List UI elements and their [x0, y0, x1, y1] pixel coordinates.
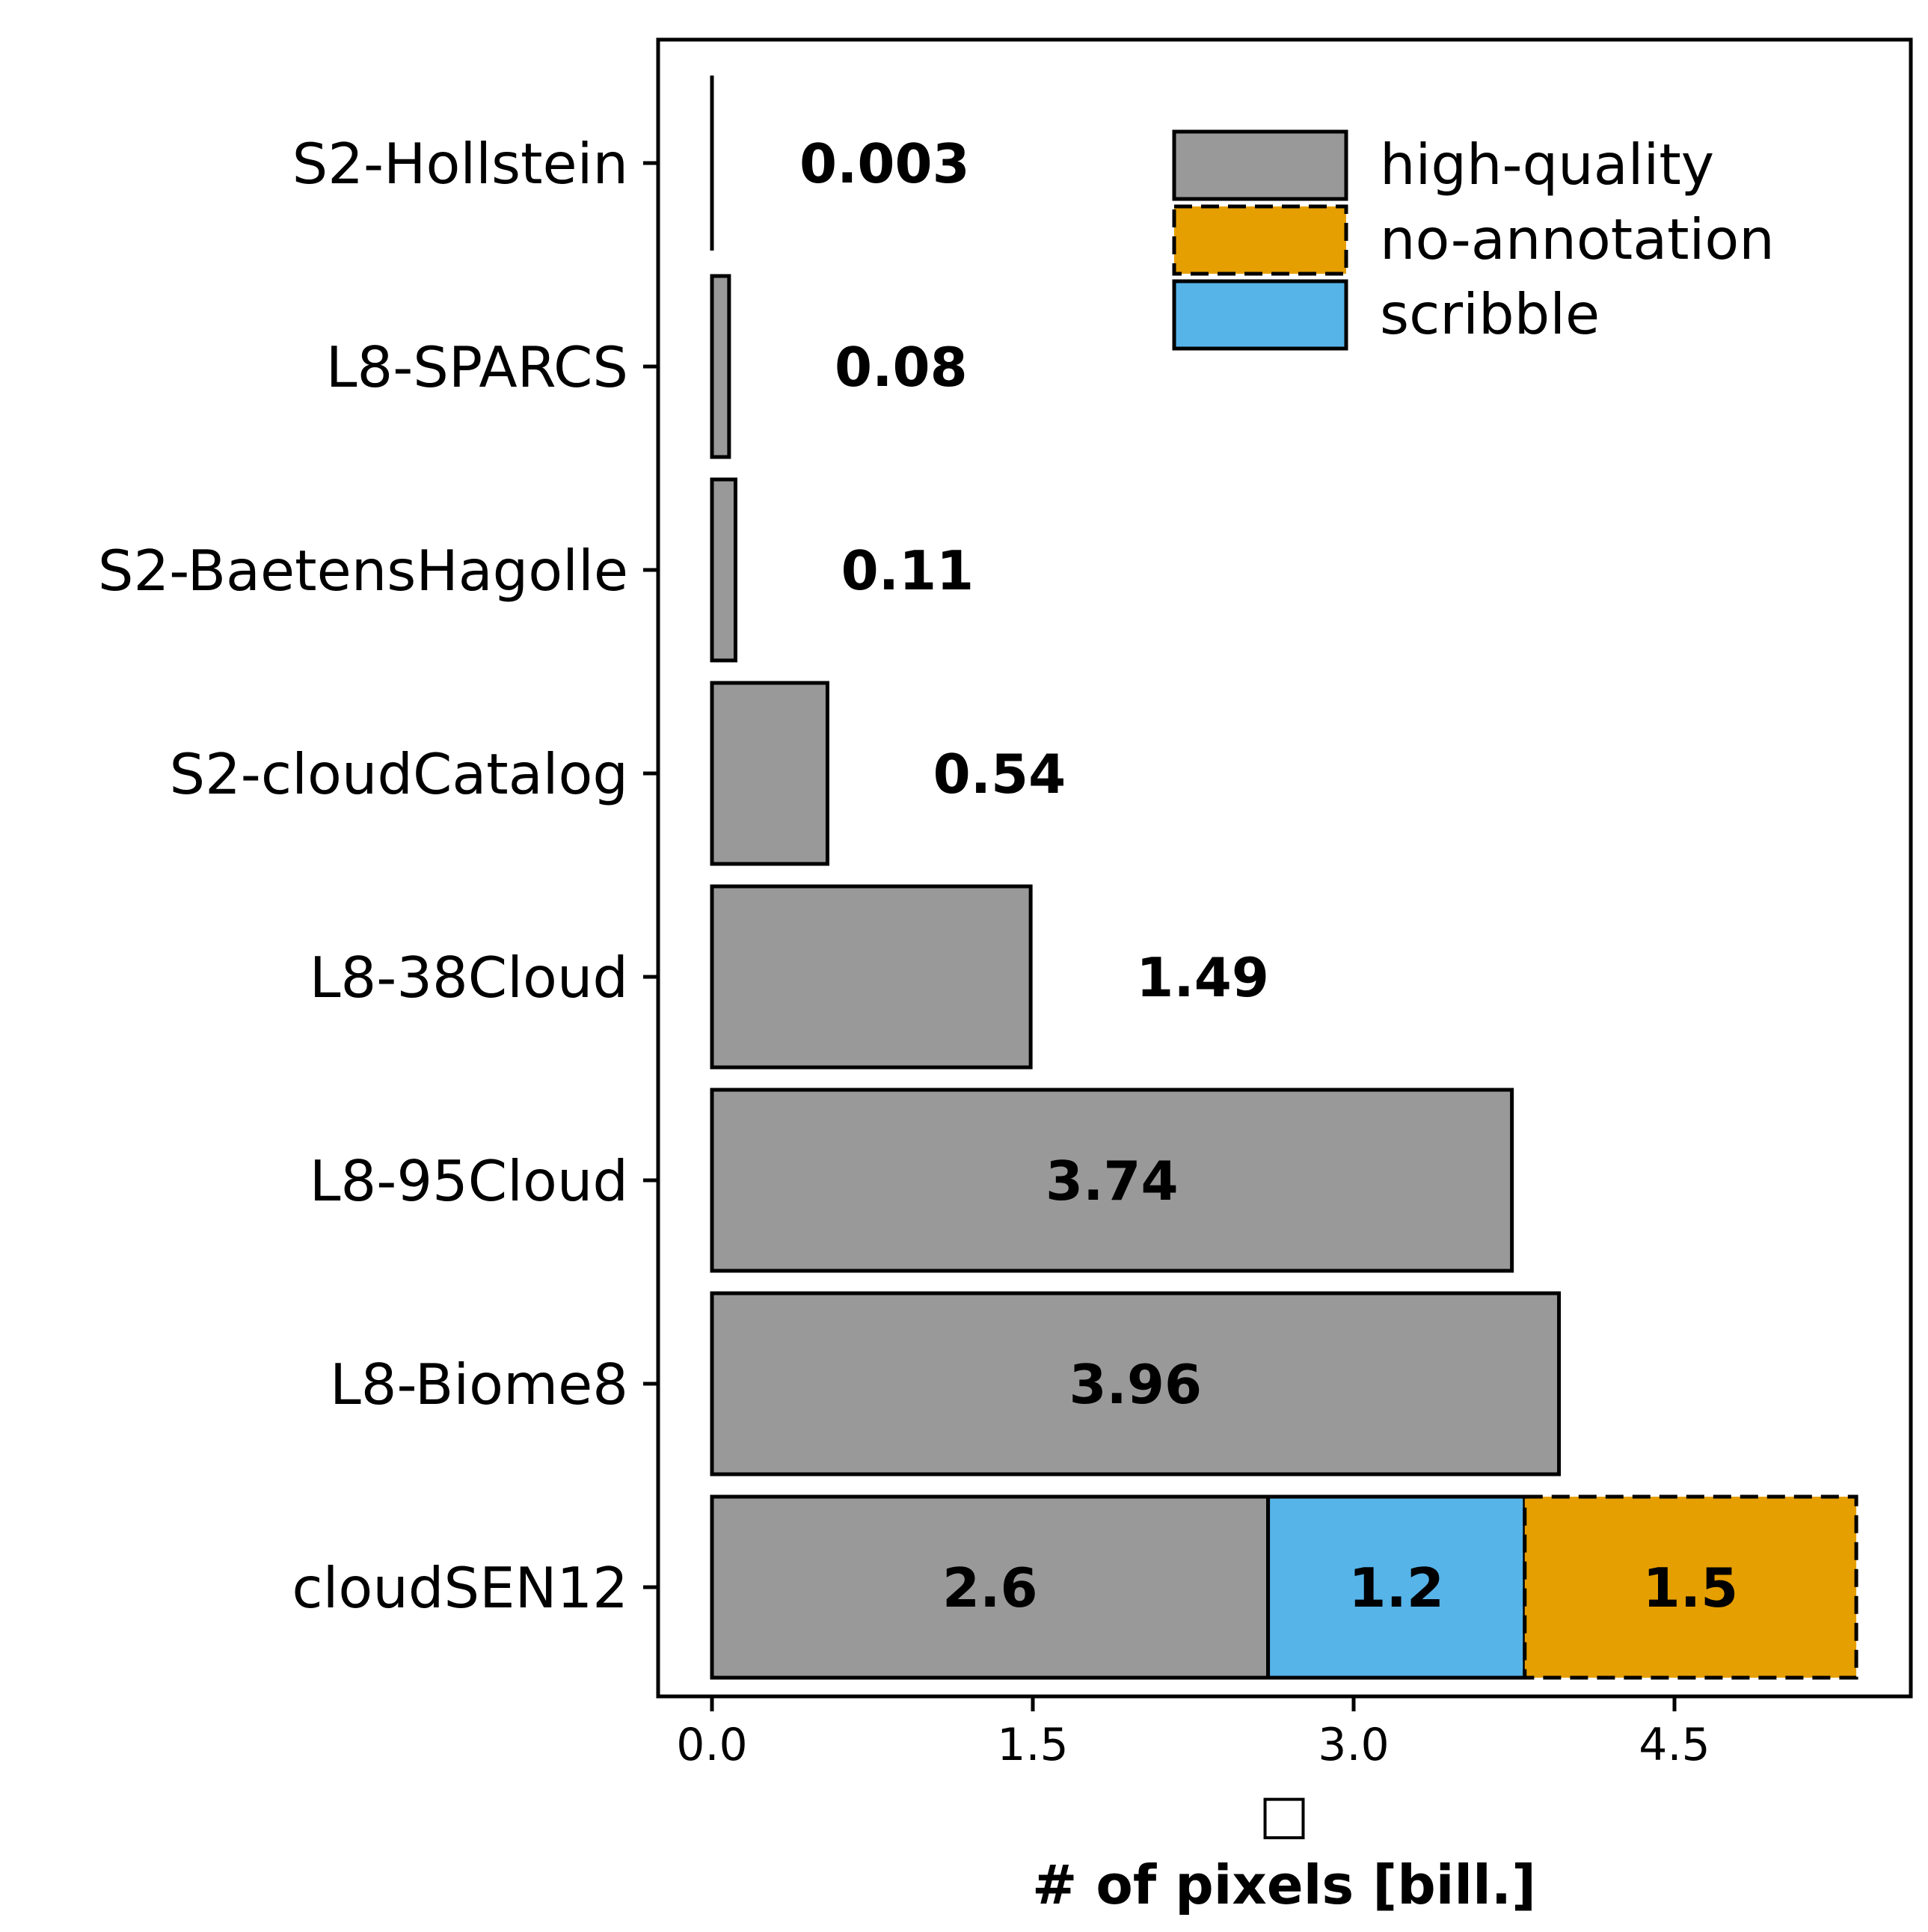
legend: high-quality no-annotation scribble: [1172, 129, 1775, 351]
x-tick-label: 3.0: [1318, 1719, 1389, 1771]
bar-value-label: 2.6: [942, 1557, 1038, 1619]
legend-label-scribble: scribble: [1380, 281, 1600, 347]
bar-high-quality: [710, 477, 737, 663]
bar-value-label: 0.003: [799, 132, 970, 195]
bar-value-label: 1.49: [1136, 946, 1269, 1009]
legend-swatch-scribble: [1172, 279, 1348, 351]
bar-value-label: 3.74: [1046, 1150, 1179, 1212]
bar-value-label: 0.54: [933, 743, 1066, 806]
plot-frame: [656, 37, 1913, 1699]
bar-high-quality: [710, 1291, 1562, 1476]
x-axis-title: # of pixels [bill.]: [1032, 1853, 1536, 1916]
bar-high-quality: [710, 884, 1033, 1070]
bar-value-label: 0.08: [835, 336, 968, 399]
legend-swatch-high-quality: [1172, 129, 1348, 201]
bar-high-quality: [710, 681, 829, 866]
bar-value-label: 3.96: [1069, 1353, 1202, 1416]
y-tick-label: L8-Biome8: [330, 1352, 628, 1417]
y-tick-label: L8-38Cloud: [310, 945, 628, 1011]
x-axis-glyph: □: [1259, 1782, 1310, 1845]
bar-scribble: [1266, 1494, 1527, 1680]
y-tick-label: S2-BaetensHagolle: [98, 538, 628, 604]
plot-area: 0.003 0.08 0.11 0.54 1.49 3.74 3.96 2.6 1.2 1.5: [656, 37, 1913, 1699]
x-tick-label: 0.0: [676, 1719, 747, 1771]
x-tick-label: 4.5: [1639, 1719, 1710, 1771]
bar-no-annotation: [1523, 1494, 1858, 1680]
y-tick-label: L8-SPARCS: [326, 334, 628, 400]
x-tick-label: 1.5: [997, 1719, 1068, 1771]
legend-label-high-quality: high-quality: [1380, 132, 1714, 197]
bar-high-quality: [710, 1494, 1271, 1680]
y-tick-label: S2-cloudCatalog: [169, 741, 628, 807]
bar-value-label: 0.11: [841, 539, 974, 602]
y-tick-label: S2-Hollstein: [292, 131, 628, 197]
legend-swatch-no-annotation: [1172, 204, 1348, 276]
axis-ticks: S2-Hollstein L8-SPARCS S2-BaetensHagolle S2…: [98, 131, 1710, 1771]
y-tick-label: cloudSEN12: [292, 1555, 628, 1621]
y-tick-label: L8-95Cloud: [310, 1148, 628, 1214]
bar-value-label: 1.5: [1643, 1557, 1739, 1619]
bar-high-quality: [710, 274, 731, 459]
legend-label-no-annotation: no-annotation: [1380, 206, 1775, 272]
bar-high-quality: [710, 1088, 1514, 1273]
bar-value-label: 1.2: [1348, 1557, 1444, 1619]
